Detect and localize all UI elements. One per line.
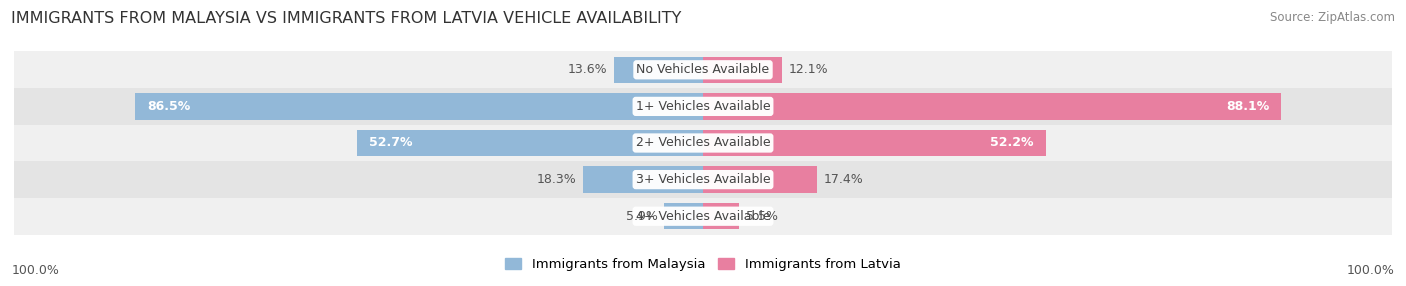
- Bar: [0, 161, 1406, 198]
- Text: 52.7%: 52.7%: [368, 136, 412, 150]
- Bar: [135, 93, 703, 120]
- Text: 5.5%: 5.5%: [745, 210, 778, 223]
- Bar: [0, 125, 1406, 161]
- Text: 1+ Vehicles Available: 1+ Vehicles Available: [636, 100, 770, 113]
- Text: No Vehicles Available: No Vehicles Available: [637, 63, 769, 76]
- Bar: [664, 203, 703, 229]
- Bar: [0, 88, 1406, 125]
- Bar: [703, 130, 1046, 156]
- Bar: [614, 57, 703, 83]
- Bar: [583, 166, 703, 193]
- Text: IMMIGRANTS FROM MALAYSIA VS IMMIGRANTS FROM LATVIA VEHICLE AVAILABILITY: IMMIGRANTS FROM MALAYSIA VS IMMIGRANTS F…: [11, 11, 682, 26]
- Text: 86.5%: 86.5%: [148, 100, 190, 113]
- Text: 17.4%: 17.4%: [824, 173, 863, 186]
- Text: 2+ Vehicles Available: 2+ Vehicles Available: [636, 136, 770, 150]
- Text: 88.1%: 88.1%: [1226, 100, 1270, 113]
- Bar: [357, 130, 703, 156]
- Text: Source: ZipAtlas.com: Source: ZipAtlas.com: [1270, 11, 1395, 24]
- Bar: [703, 57, 782, 83]
- Text: 5.9%: 5.9%: [626, 210, 658, 223]
- Legend: Immigrants from Malaysia, Immigrants from Latvia: Immigrants from Malaysia, Immigrants fro…: [501, 253, 905, 277]
- Text: 13.6%: 13.6%: [568, 63, 607, 76]
- Text: 100.0%: 100.0%: [11, 265, 59, 277]
- Bar: [703, 203, 740, 229]
- Bar: [703, 93, 1281, 120]
- Text: 18.3%: 18.3%: [537, 173, 576, 186]
- Bar: [703, 166, 817, 193]
- Text: 3+ Vehicles Available: 3+ Vehicles Available: [636, 173, 770, 186]
- Bar: [0, 198, 1406, 235]
- Text: 52.2%: 52.2%: [990, 136, 1033, 150]
- Text: 12.1%: 12.1%: [789, 63, 828, 76]
- Text: 4+ Vehicles Available: 4+ Vehicles Available: [636, 210, 770, 223]
- Bar: [0, 51, 1406, 88]
- Text: 100.0%: 100.0%: [1347, 265, 1395, 277]
